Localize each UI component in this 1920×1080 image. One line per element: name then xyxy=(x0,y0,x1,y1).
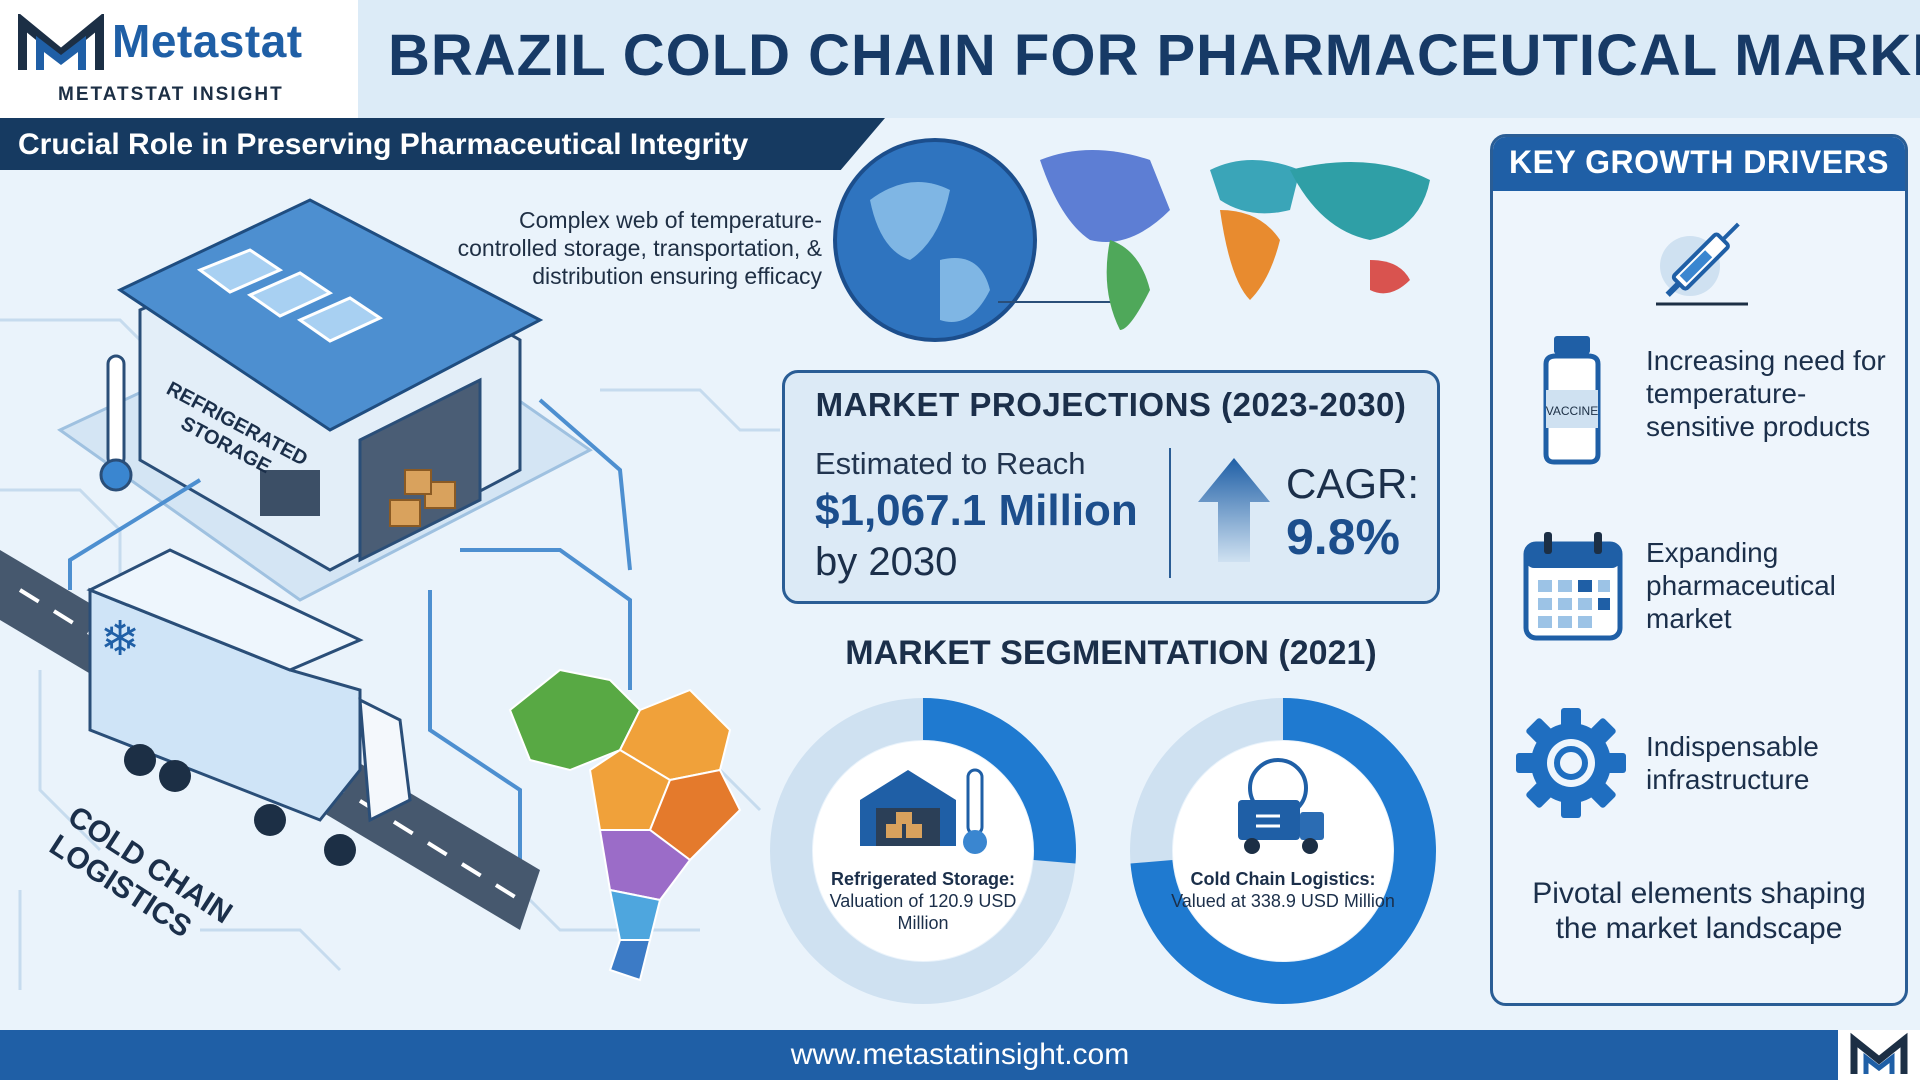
connection-lines xyxy=(68,398,632,890)
divider xyxy=(1169,448,1171,578)
projection-label: Estimated to Reach xyxy=(815,446,1086,481)
footer-bar xyxy=(0,1030,1920,1080)
world-map-illustration xyxy=(833,138,1430,342)
segment-name: Refrigerated Storage: xyxy=(830,869,1016,889)
drivers-footer: Pivotal elements shaping the market land… xyxy=(1532,877,1866,945)
drivers-title: KEY GROWTH DRIVERS xyxy=(1509,144,1889,180)
logo xyxy=(0,0,358,118)
truck-globe-icon xyxy=(1238,758,1324,854)
segmentation-title: MARKET SEGMENTATION (2021) xyxy=(845,634,1377,672)
cold-chain-illustration: ❄ xyxy=(0,198,780,990)
logo-brand: Metastat xyxy=(112,15,303,67)
segment-detail: Valued at 338.9 USD Million xyxy=(1171,891,1395,911)
vial-label: VACCINE xyxy=(1546,404,1598,418)
driver-text: Indispensable infrastructure xyxy=(1646,731,1819,795)
donut-refrigerated-storage xyxy=(770,698,1076,1004)
subtitle-text: Crucial Role in Preserving Pharmaceutica… xyxy=(18,128,749,161)
segment-label-logistics: Cold Chain Logistics: Valued at 338.9 US… xyxy=(1168,868,1398,912)
truck-cab xyxy=(358,697,412,823)
metastat-logo-icon xyxy=(18,14,104,70)
truck-wheels xyxy=(124,744,356,866)
driver-text: Expanding pharmaceutical market xyxy=(1646,537,1836,634)
calendar-icon xyxy=(1523,532,1623,641)
footer-url[interactable]: www.metastatinsight.com xyxy=(790,1038,1130,1071)
cagr-label: CAGR: xyxy=(1286,460,1420,507)
solar-panels xyxy=(196,248,384,343)
vaccine-vial-icon: VACCINE xyxy=(1543,336,1601,465)
projection-value: $1,067.1 Million xyxy=(815,486,1138,535)
drivers-header xyxy=(1493,137,1905,191)
logo-subtitle: METATSTAT INSIGHT xyxy=(58,84,284,105)
cagr-value: 9.8% xyxy=(1286,509,1400,565)
donut-cold-chain-logistics xyxy=(1130,698,1436,1004)
control-unit xyxy=(260,470,320,516)
world-map xyxy=(1040,150,1430,330)
page-title: BRAZIL COLD CHAIN FOR PHARMACEUTICAL MAR… xyxy=(388,23,1920,88)
warehouse-thermometer-icon xyxy=(860,768,987,854)
footer-logo xyxy=(1838,1030,1920,1080)
segment-name: Cold Chain Logistics: xyxy=(1190,869,1376,889)
up-arrow-icon xyxy=(1198,458,1270,562)
driver-text: Increasing need for temperature-sensitiv… xyxy=(1646,345,1886,442)
thermometer-icon xyxy=(106,354,126,468)
boxes xyxy=(389,469,456,527)
gear-icon xyxy=(1516,708,1626,818)
donut-segment xyxy=(1130,698,1436,1004)
description-text: Complex web of temperature-controlled st… xyxy=(457,207,822,289)
projection-year: by 2030 xyxy=(815,540,958,584)
projections-title: MARKET PROJECTIONS (2023-2030) xyxy=(815,386,1407,423)
brazil-map xyxy=(508,668,742,982)
metastat-logo-icon xyxy=(1850,1032,1908,1074)
segment-detail: Valuation of 120.9 USD Million xyxy=(829,891,1017,933)
donut-segment xyxy=(922,698,1076,864)
segment-label-storage: Refrigerated Storage: Valuation of 120.9… xyxy=(808,868,1038,934)
projections-card xyxy=(782,370,1440,604)
subtitle-banner xyxy=(0,118,885,170)
syringe-icon xyxy=(1656,222,1748,306)
globe-icon xyxy=(833,138,1037,342)
snowflake-icon: ❄ xyxy=(100,611,140,667)
